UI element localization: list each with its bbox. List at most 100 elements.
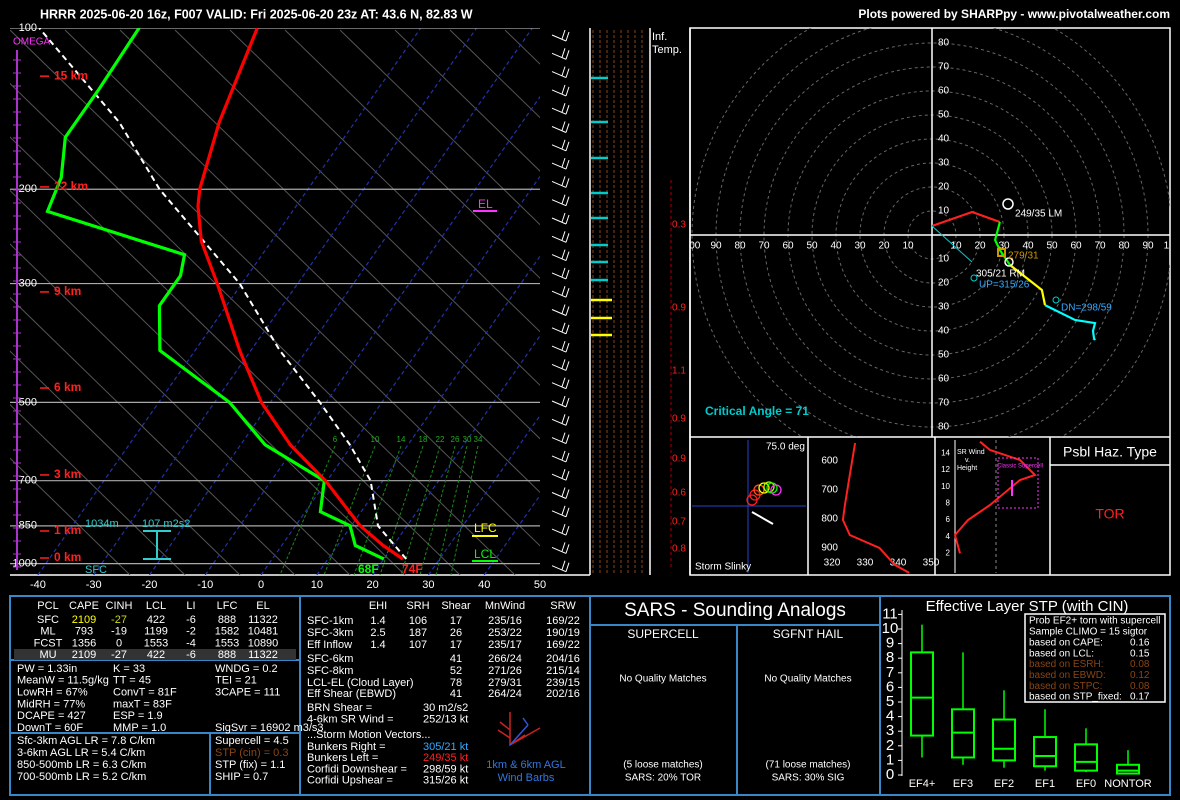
sr-band — [997, 457, 1039, 509]
hodo-tick-label: 40 — [938, 134, 950, 145]
kin-header: SRH — [406, 600, 429, 612]
kin-cell: 202/16 — [546, 688, 580, 700]
theta-e-y-label: 700 — [821, 485, 838, 496]
hodo-label: DN=298/59 — [1061, 303, 1112, 314]
hodo-tick-label: 70 — [938, 398, 950, 409]
hodo-tick-label: 80 — [938, 422, 950, 433]
mixing-ratio-line — [353, 445, 402, 575]
kin-cell: 253/22 — [488, 627, 522, 639]
stp-legend-label: based on CAPE: — [1029, 638, 1103, 649]
y-tick-label: 700 — [19, 475, 37, 487]
composite: STP (fix) = 1.1 — [215, 759, 285, 771]
omega-value: 0.7 — [672, 517, 686, 528]
mixing-ratio-line — [435, 445, 468, 575]
thermo-cell: -6 — [186, 649, 196, 661]
stp-legend-value: 0.17 — [1130, 692, 1150, 703]
wind-barb — [551, 542, 570, 554]
kin-header: MnWind — [485, 600, 525, 612]
x-tick-label: -40 — [30, 579, 46, 591]
kin-header: EHI — [369, 600, 387, 612]
skewt-plot — [10, 28, 540, 575]
index-text: ESP = 1.9 — [113, 710, 163, 722]
box-body — [1116, 763, 1140, 775]
inferred-title: Temp. — [652, 44, 682, 56]
height-label: 9 km — [54, 284, 81, 298]
mixing-ratio-label: 30 — [463, 435, 472, 444]
kin-cell: 239/15 — [546, 677, 580, 689]
slinky-ring — [770, 484, 782, 496]
wind-barb — [551, 487, 570, 499]
kin-cell: 107 — [409, 639, 427, 651]
sr-y-label: 10 — [941, 482, 950, 491]
mixing-ratio-label: 34 — [474, 435, 483, 444]
dewpoint-profile — [45, 28, 385, 561]
stp-legend-value: 0.08 — [1130, 681, 1150, 692]
wind-barb — [551, 84, 570, 97]
kin-line-label: BRN Shear = — [307, 702, 372, 714]
thermo-header: CAPE — [69, 600, 99, 612]
wind-barb — [551, 505, 570, 518]
index-text: 3CAPE = 111 — [215, 687, 280, 699]
mixing-ratio-line — [379, 445, 424, 575]
critical-angle: Critical Angle = 71 — [705, 404, 809, 418]
omega-value: 0.8 — [672, 544, 686, 555]
lapse-rate: Sfc-3km AGL LR = 7.8 C/km — [17, 735, 155, 747]
kin-line-value: 252/13 kt — [423, 713, 468, 725]
temp-f: 74F — [402, 562, 423, 576]
kin-label: SFC-1km — [307, 615, 353, 627]
storm-motion-value: 305/21 kt — [423, 741, 468, 753]
kin-cell: 169/22 — [546, 615, 580, 627]
stp-legend-label: based on STPC: — [1029, 681, 1102, 692]
sfc-label: SFC — [85, 564, 107, 576]
index-text: ConvT = 81F — [113, 687, 177, 699]
sr-y-label: 4 — [946, 532, 951, 541]
kin-cell: 106 — [409, 615, 427, 627]
wind-barb — [551, 340, 570, 353]
height-label: 15 km — [54, 68, 88, 82]
thermo-cell: 10481 — [248, 626, 279, 638]
hodo-tick-label: 90 — [710, 241, 722, 252]
dry-adiabat — [229, 29, 540, 333]
stp-y-label: 8 — [886, 649, 894, 666]
hodo-tick-label: 50 — [938, 350, 950, 361]
wind-barb — [551, 212, 570, 225]
index-text: PW = 1.33in — [17, 663, 77, 675]
thermo-cell: 888 — [218, 649, 236, 661]
storm-motion-label: Corfidi Downshear = — [307, 763, 407, 775]
kin-cell: 169/22 — [546, 639, 580, 651]
sr-title: v. — [965, 457, 970, 464]
composite: SHIP = 0.7 — [215, 771, 268, 783]
lapse-rate: 700-500mb LR = 5.2 C/km — [17, 771, 146, 783]
stp-y-label: 6 — [886, 678, 894, 695]
thermo-cell: 793 — [75, 626, 93, 638]
thermo-cell: -4 — [186, 637, 196, 649]
thermo-cell: 1199 — [144, 626, 168, 638]
inferred-title: Inf. — [652, 31, 667, 43]
wind-barb — [551, 359, 570, 371]
theta-e-y-label: 600 — [821, 456, 838, 467]
sars-heading: SUPERCELL — [627, 627, 699, 641]
sars-title: SARS - Sounding Analogs — [624, 600, 846, 621]
theta-e-profile — [841, 442, 910, 574]
wind-barb — [551, 450, 570, 463]
hodo-tick-label: 60 — [938, 374, 950, 385]
kin-cell: 17 — [450, 615, 462, 627]
theta-e-x-label: 340 — [890, 558, 907, 569]
header-title: HRRR 2025-06-20 16z, F007 VALID: Fri 202… — [40, 7, 473, 21]
barb-caption: 1km & 6km AGL — [486, 759, 565, 771]
wind-barb — [551, 139, 570, 152]
wind-barb — [551, 322, 570, 335]
stp-legend-label: based on LCL: — [1029, 648, 1094, 659]
x-tick-label: 40 — [478, 579, 490, 591]
isotherm — [148, 28, 533, 575]
height-label: 6 km — [54, 380, 81, 394]
x-tick-label: 10 — [311, 579, 323, 591]
kin-line-value: 30 m2/s2 — [423, 702, 468, 714]
thermo-cell: MU — [39, 649, 56, 661]
panel-borders — [10, 27, 1171, 576]
x-tick-label: 0 — [258, 579, 264, 591]
mixing-ratio-line — [400, 445, 441, 575]
storm-motion-label: Bunkers Left = — [307, 752, 378, 764]
stp-legend-label: based on ESRH: — [1029, 659, 1104, 670]
dry-adiabat — [10, 403, 186, 575]
